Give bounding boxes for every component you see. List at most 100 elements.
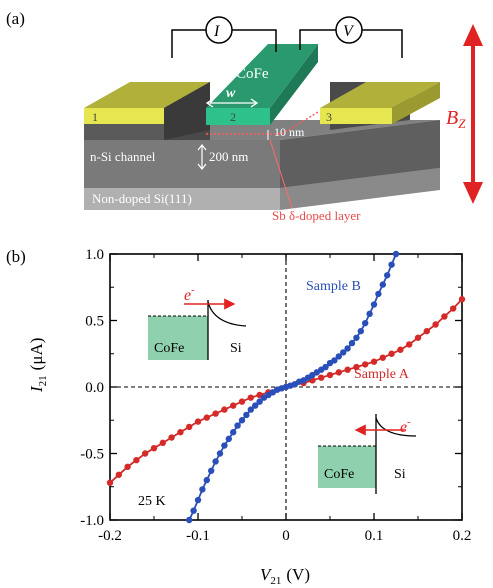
- x-tick-label: -0.2: [98, 528, 122, 544]
- data-point-sample-b: [335, 353, 342, 360]
- x-axis-title: V21 (V): [260, 565, 310, 587]
- data-point-sample-a: [318, 374, 325, 381]
- data-point-sample-a: [177, 429, 184, 436]
- data-point-sample-b: [362, 319, 369, 327]
- data-point-sample-a: [150, 444, 158, 452]
- data-point-sample-b: [340, 349, 347, 356]
- series-label-sample-b: Sample B: [306, 279, 361, 294]
- x-tick-label: 0.1: [365, 528, 384, 544]
- data-point-sample-b: [379, 281, 386, 288]
- data-point-sample-b: [384, 272, 391, 279]
- data-point-sample-a: [212, 410, 219, 417]
- data-point-sample-b: [348, 339, 356, 347]
- data-point-sample-b: [194, 496, 202, 504]
- y-tick-label: 1.0: [85, 247, 104, 263]
- data-point-sample-b: [366, 310, 373, 318]
- wire-voltage-left: [299, 29, 336, 50]
- data-point-sample-a: [186, 423, 193, 431]
- data-point-sample-b: [234, 422, 241, 429]
- data-point-sample-b: [247, 406, 254, 413]
- wire-voltage-right: [362, 29, 403, 58]
- data-point-sample-b: [256, 398, 263, 405]
- y-tick-label: -0.5: [80, 447, 104, 463]
- current-meter-icon: [205, 16, 233, 44]
- data-point-sample-b: [199, 486, 206, 493]
- data-point-sample-a: [168, 434, 175, 441]
- panel-a-label: (a): [6, 9, 25, 28]
- data-point-sample-b: [353, 334, 360, 341]
- data-point-sample-a: [370, 358, 378, 365]
- data-point-sample-b: [392, 250, 400, 258]
- channel-label: n-Si channel: [90, 149, 156, 164]
- cofe-label: CoFe: [236, 66, 269, 82]
- data-point-sample-a: [142, 450, 149, 457]
- inset-left-si-label: Si: [230, 341, 242, 356]
- data-point-sample-a: [344, 366, 351, 373]
- delta-layer-label: Sb δ-doped layer: [272, 208, 361, 223]
- terminal-1: 1: [92, 110, 98, 124]
- panel-b-label: (b): [6, 247, 26, 266]
- delta-thickness-label: 10 nm: [274, 125, 305, 139]
- y-tick-label: 0.5: [85, 314, 104, 330]
- data-point-sample-a: [414, 334, 422, 341]
- left-contact: AuSb 1: [84, 69, 210, 140]
- right-contact-label: AuSb: [362, 69, 394, 84]
- right-contact: AuSb 3: [320, 69, 440, 124]
- data-point-sample-a: [353, 363, 360, 371]
- band-inset-right: e- CoFe Si: [318, 414, 417, 494]
- inset-left-electron: e-: [184, 285, 194, 304]
- data-point-sample-b: [243, 411, 250, 419]
- data-point-sample-a: [458, 296, 466, 303]
- substrate-label: Non-doped Si(111): [92, 191, 192, 206]
- wire-current-right: [232, 29, 277, 52]
- panel-b: (b) -0.2 -0.1 0 0.1 0.2 -1.0 -0.5 0.0 0.5 1.0 I21…: [6, 247, 471, 587]
- data-point-sample-b: [357, 327, 364, 335]
- data-point-sample-b: [375, 290, 382, 298]
- wire-current-left: [171, 29, 206, 58]
- data-point-sample-a: [115, 471, 123, 478]
- data-point-sample-a: [335, 369, 342, 376]
- voltage-meter-icon: [335, 16, 363, 44]
- temperature-label: 25 K: [138, 494, 166, 509]
- terminal-2: 2: [230, 110, 236, 124]
- y-tick-label: 0.0: [85, 380, 104, 396]
- x-tick-label: 0: [282, 528, 290, 544]
- data-point-sample-b: [212, 458, 219, 465]
- inset-right-metal-label: CoFe: [324, 467, 354, 482]
- data-point-sample-b: [225, 435, 232, 443]
- data-point-sample-a: [221, 406, 228, 413]
- data-point-sample-b: [370, 301, 378, 308]
- data-point-sample-a: [203, 414, 210, 421]
- data-point-sample-a: [388, 350, 395, 357]
- left-contact-label: AuSb: [92, 69, 124, 84]
- data-point-sample-b: [190, 507, 197, 514]
- data-point-sample-a: [238, 398, 246, 405]
- data-point-sample-a: [432, 321, 439, 328]
- data-point-sample-b: [221, 442, 228, 449]
- series-label-sample-a: Sample A: [354, 367, 410, 382]
- current-meter-label: I: [213, 23, 220, 40]
- data-point-sample-b: [186, 516, 193, 524]
- data-point-sample-a: [450, 305, 457, 312]
- channel-thickness-label: 200 nm: [209, 149, 248, 164]
- data-point-sample-b: [230, 429, 237, 436]
- data-point-sample-a: [106, 479, 114, 486]
- data-point-sample-a: [124, 463, 131, 470]
- data-point-sample-b: [208, 467, 215, 474]
- data-point-sample-a: [441, 313, 448, 320]
- y-axis-title: I21(μA): [27, 338, 49, 393]
- data-point-sample-a: [133, 456, 140, 464]
- field-arrow: BZ: [446, 24, 483, 204]
- data-point-sample-b: [331, 357, 338, 364]
- iv-chart: -0.2 -0.1 0 0.1 0.2 -1.0 -0.5 0.0 0.5 1.0: [80, 247, 471, 544]
- voltage-meter-label: V: [343, 23, 355, 40]
- delta-layer-pointer: [269, 139, 293, 209]
- data-point-sample-a: [379, 354, 386, 361]
- x-tick-label: -0.1: [186, 528, 210, 544]
- y-tick-label: -1.0: [80, 513, 104, 529]
- data-point-sample-b: [388, 261, 395, 268]
- data-point-sample-a: [362, 361, 369, 368]
- inset-right-metal: [318, 446, 376, 488]
- data-point-sample-b: [344, 345, 351, 352]
